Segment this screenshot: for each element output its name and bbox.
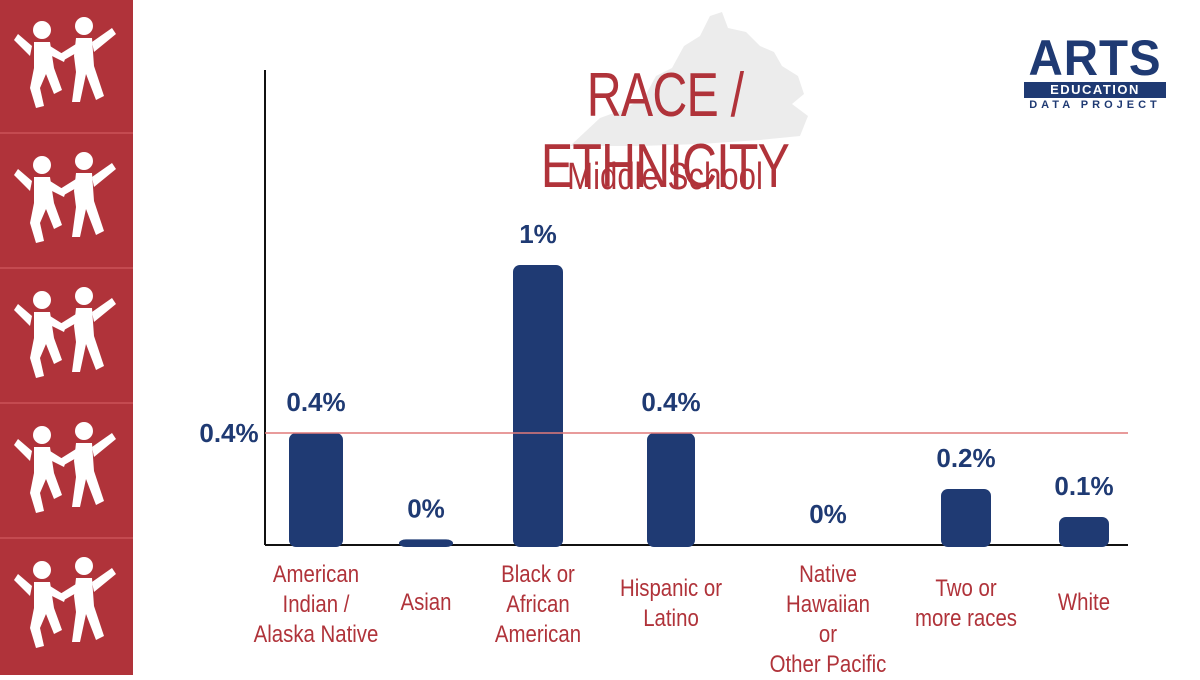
x-tick-label-line: Other Pacific bbox=[769, 651, 887, 678]
x-tick-label-line: American bbox=[494, 621, 582, 648]
logo-line-education: EDUCATION bbox=[1024, 82, 1166, 98]
data-label: 0.2% bbox=[936, 443, 995, 473]
data-label: 1% bbox=[519, 219, 557, 249]
chart-subtitle: Middle School bbox=[567, 156, 763, 198]
sidebar-tile bbox=[0, 0, 133, 134]
logo-line-arts: ARTS bbox=[1028, 30, 1162, 86]
x-tick-label-line: Native Hawaiian bbox=[786, 561, 870, 618]
reference-line-label: 0.4% bbox=[199, 418, 258, 448]
dancing-figures-icon bbox=[14, 422, 116, 513]
x-tick-label-line: Asian bbox=[400, 589, 452, 616]
bar bbox=[289, 433, 343, 547]
x-tick-label-line: Black or bbox=[501, 561, 575, 588]
x-tick-label-line: or bbox=[818, 621, 838, 648]
x-tick-label-line: Indian / bbox=[282, 591, 350, 618]
chart-title: RACE / ETHNICITY bbox=[540, 61, 790, 201]
x-tick-label-line: Hispanic or bbox=[619, 575, 723, 602]
bar bbox=[399, 539, 453, 547]
data-label: 0% bbox=[407, 493, 445, 523]
x-tick-label: Asian bbox=[362, 588, 490, 618]
x-tick-label-line: Latino bbox=[643, 605, 699, 632]
sidebar-tile bbox=[0, 270, 133, 404]
x-tick-label: Black or African American bbox=[474, 560, 602, 650]
x-tick-label-line: Alaska Native bbox=[253, 621, 379, 648]
logo-line-data-project: DATA PROJECT bbox=[1029, 99, 1161, 111]
dancing-figures-icon bbox=[14, 287, 116, 378]
x-tick-label: Native Hawaiian or Other Pacific bbox=[764, 560, 892, 680]
state-map-silhouette bbox=[570, 12, 808, 146]
x-tick-label: American Indian / Alaska Native bbox=[252, 560, 380, 650]
bar bbox=[1059, 517, 1109, 547]
sidebar-tile bbox=[0, 405, 133, 539]
x-tick-label-line: Two or bbox=[935, 575, 997, 602]
x-tick-label: Hispanic or Latino bbox=[607, 574, 735, 634]
x-tick-label-line: more races bbox=[914, 605, 1018, 632]
x-tick-label-line: White bbox=[1057, 589, 1111, 616]
sidebar-tile bbox=[0, 540, 133, 674]
dancing-figures-icon bbox=[14, 17, 116, 108]
dancing-figures-icon bbox=[14, 152, 116, 243]
sidebar bbox=[0, 0, 133, 675]
bar bbox=[941, 489, 991, 547]
data-label: 0.4% bbox=[641, 387, 700, 417]
data-label: 0% bbox=[809, 499, 847, 529]
brand-logo: ARTS EDUCATION DATA PROJECT bbox=[1024, 30, 1166, 112]
data-label: 0.1% bbox=[1054, 471, 1113, 501]
x-tick-label: Two or more races bbox=[902, 574, 1030, 634]
x-tick-label-line: American bbox=[272, 561, 360, 588]
bar bbox=[513, 265, 563, 547]
dancing-figures-icon bbox=[14, 557, 116, 648]
data-label: 0.4% bbox=[286, 387, 345, 417]
sidebar-tile bbox=[0, 135, 133, 269]
bar bbox=[647, 433, 695, 547]
x-tick-label: White bbox=[1020, 588, 1148, 618]
x-tick-label-line: African bbox=[506, 591, 570, 618]
